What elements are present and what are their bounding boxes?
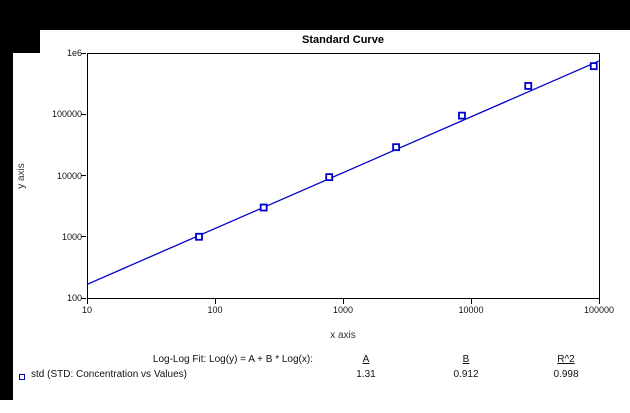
column-header-b: B: [462, 354, 470, 365]
r2-value: 0.998: [553, 369, 579, 380]
x-axis-label: x axis: [330, 330, 356, 341]
x-tick-mark: [342, 299, 344, 304]
y-tick-mark: [81, 297, 86, 299]
plot-layer: [87, 60, 600, 285]
chart-title: Standard Curve: [302, 34, 384, 46]
fit-equation-label: Log-Log Fit: Log(y) = A + B * Log(x):: [152, 354, 313, 365]
data-point-marker: [589, 62, 598, 71]
data-point-marker: [392, 143, 401, 152]
y-tick-mark: [81, 113, 86, 115]
top-left-notch: [13, 30, 40, 53]
x-tick-mark: [470, 299, 472, 304]
y-tick-label: 10000: [56, 170, 82, 181]
y-tick-label: 100000: [51, 109, 82, 120]
x-tick-mark: [214, 299, 216, 304]
x-tick-label: 10000: [458, 305, 484, 315]
x-tick-mark: [86, 299, 88, 304]
data-point-marker: [325, 173, 334, 182]
data-point-marker: [259, 203, 268, 212]
a-value: 1.31: [356, 369, 376, 380]
data-point-marker: [524, 82, 533, 90]
fit-line: [87, 60, 600, 285]
column-header-r2: R^2: [557, 354, 575, 365]
x-tick-mark: [598, 299, 600, 304]
x-tick-label: 1000: [332, 305, 354, 315]
series-legend-marker-icon: [19, 374, 25, 380]
x-tick-label: 100: [207, 305, 223, 315]
column-header-a: A: [362, 354, 370, 365]
bottom-left-sliver: [0, 400, 13, 413]
x-tick-label: 100000: [583, 305, 615, 315]
y-tick-mark: [81, 236, 86, 238]
data-point-marker: [458, 111, 466, 120]
data-point-marker: [195, 232, 203, 241]
y-tick-label: 1000: [61, 231, 82, 242]
y-axis-label: y axis: [16, 163, 27, 189]
y-tick-label: 1e6: [66, 48, 82, 58]
x-tick-label: 10: [81, 305, 92, 315]
plot-area: [87, 53, 600, 299]
series-legend-label: std (STD: Concentration vs Values): [31, 369, 187, 380]
y-tick-mark: [81, 175, 86, 176]
y-tick-mark: [81, 52, 86, 54]
b-value: 0.912: [453, 369, 479, 380]
y-tick-label: 100: [66, 293, 82, 303]
